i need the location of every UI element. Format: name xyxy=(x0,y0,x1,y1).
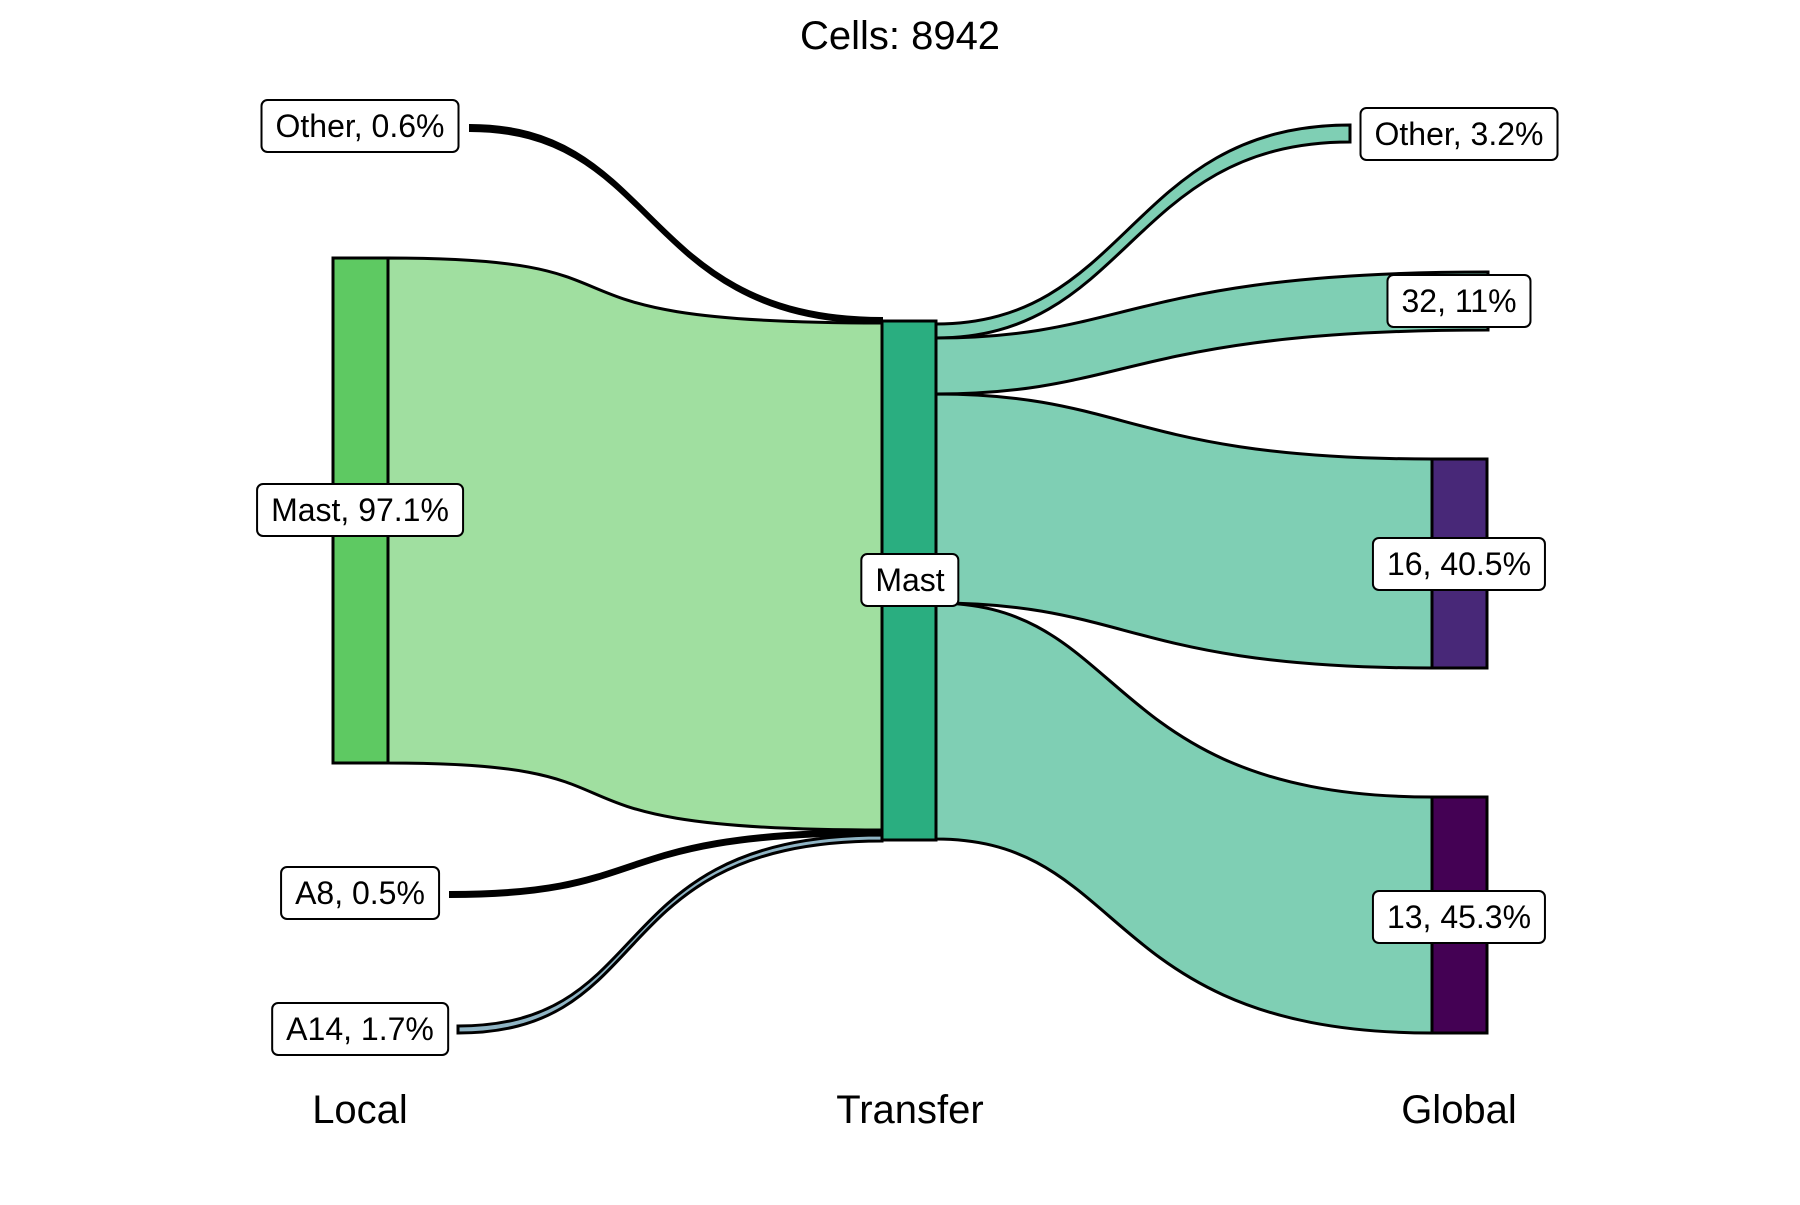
flow-transfer-to-global-other xyxy=(934,123,1352,340)
label-local-a8: A8, 0.5% xyxy=(280,866,440,920)
flow-local-a14-to-transfer xyxy=(456,833,884,1035)
flows xyxy=(386,123,1490,1035)
label-local-a14: A14, 1.7% xyxy=(271,1002,449,1056)
axis-label-transfer: Transfer xyxy=(836,1088,984,1132)
label-local-mast: Mast, 97.1% xyxy=(256,483,464,537)
label-global-32: 32, 11% xyxy=(1386,274,1532,328)
flow-local-mast-to-transfer xyxy=(386,256,884,832)
chart-title: Cells: 8942 xyxy=(799,14,1001,58)
label-global-13: 13, 45.3% xyxy=(1371,890,1547,944)
flow-transfer-to-global-32 xyxy=(934,270,1490,396)
label-transfer-mast: Mast xyxy=(860,553,960,607)
axis-label-local: Local xyxy=(312,1088,408,1132)
axis-label-global: Global xyxy=(1401,1088,1517,1132)
label-global-16: 16, 40.5% xyxy=(1371,537,1547,591)
label-local-other: Other, 0.6% xyxy=(260,99,460,153)
label-global-other: Other, 3.2% xyxy=(1359,107,1559,161)
